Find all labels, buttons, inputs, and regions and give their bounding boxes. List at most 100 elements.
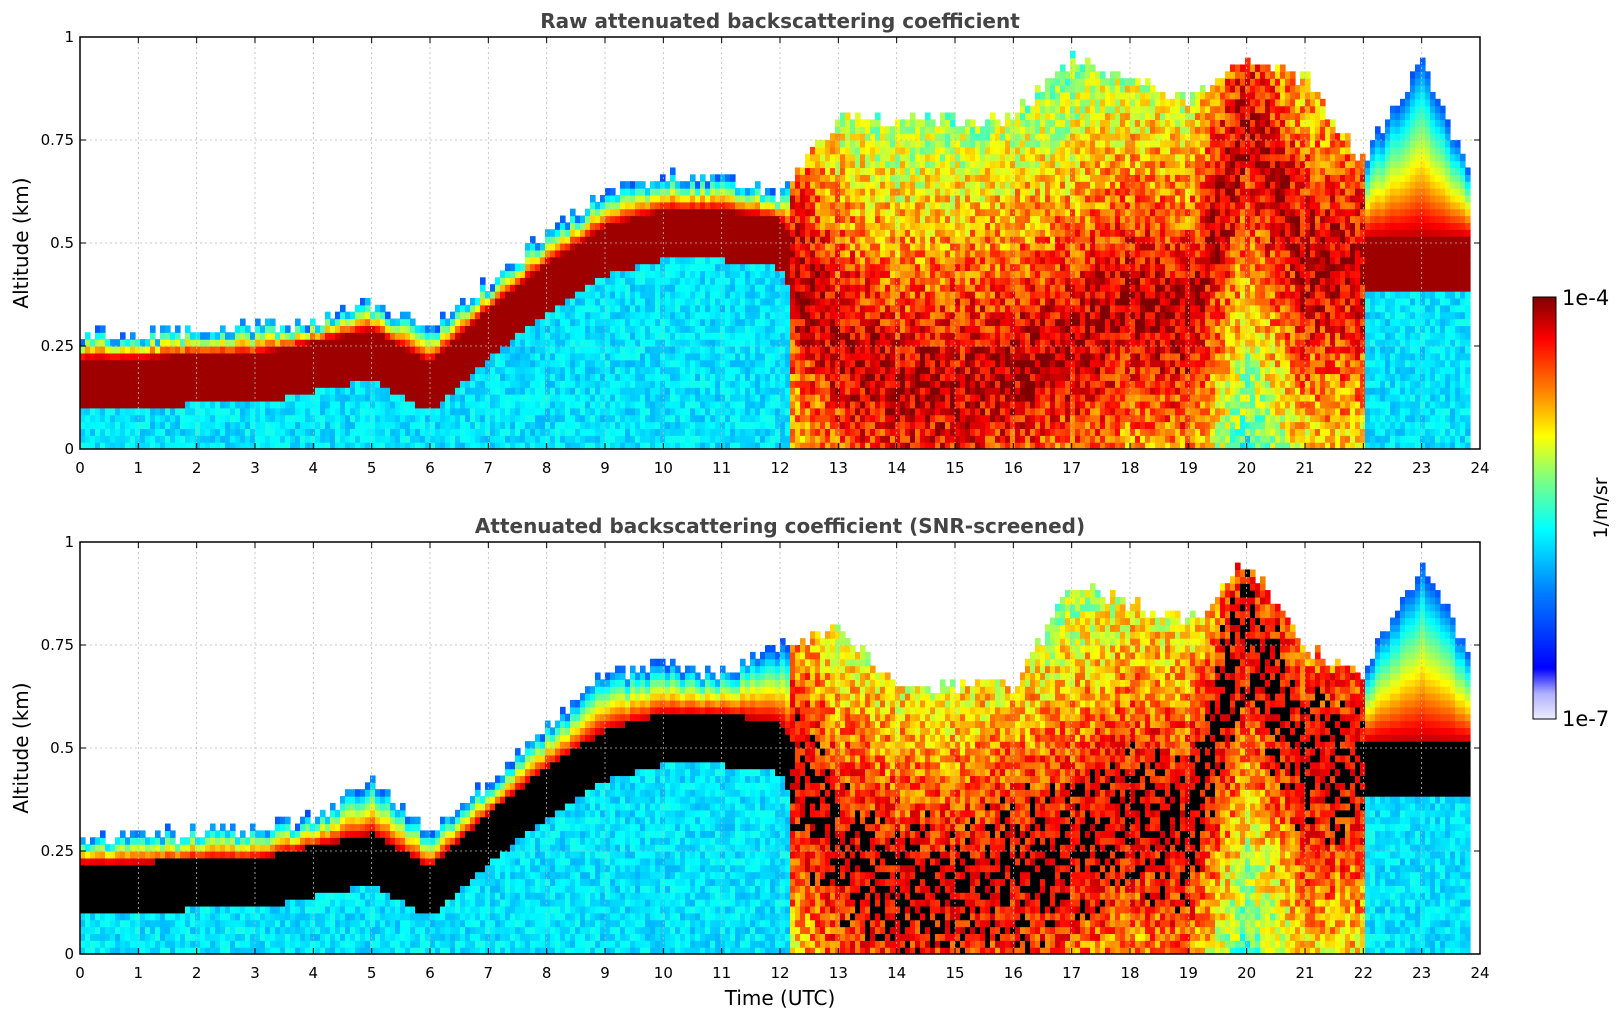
heatmap-cell [475, 407, 481, 416]
heatmap-cell [885, 194, 891, 203]
heatmap-cell [305, 325, 311, 333]
heatmap-cell [805, 291, 811, 299]
heatmap-cell [655, 352, 661, 361]
heatmap-cell [710, 428, 716, 436]
heatmap-cell [755, 325, 761, 333]
heatmap-cell [275, 352, 281, 361]
heatmap-cell [650, 236, 656, 244]
heatmap-cell [205, 442, 211, 449]
heatmap-cell [685, 407, 691, 416]
heatmap-cell [350, 332, 356, 340]
heatmap-cell [690, 428, 696, 436]
heatmap-cell [295, 352, 301, 361]
heatmap-cell [320, 339, 326, 347]
heatmap-cell [710, 256, 716, 265]
heatmap-cell [305, 394, 311, 402]
heatmap-cell [570, 325, 576, 333]
heatmap-cell [860, 126, 866, 134]
heatmap-cell [615, 339, 621, 347]
heatmap-cell [725, 352, 731, 361]
heatmap-cell [865, 366, 871, 375]
heatmap-cell [295, 318, 301, 326]
heatmap-cell [590, 414, 596, 423]
heatmap-cell [660, 407, 666, 416]
heatmap-cell [475, 311, 481, 320]
heatmap-cell [120, 373, 126, 381]
heatmap-cell [600, 407, 606, 416]
heatmap-cell [525, 400, 531, 409]
heatmap-cell [470, 394, 476, 402]
heatmap-cell [920, 133, 926, 141]
heatmap-cell [870, 249, 876, 258]
heatmap-cell [660, 263, 666, 272]
heatmap-cell [740, 256, 746, 265]
heatmap-cell [175, 352, 181, 361]
heatmap-cell [265, 366, 271, 375]
heatmap-cell [795, 188, 801, 196]
heatmap-cell [915, 318, 921, 326]
heatmap-cell [910, 304, 916, 313]
heatmap-cell [155, 339, 161, 347]
heatmap-cell [85, 435, 91, 443]
heatmap-cell [895, 318, 901, 326]
heatmap-cell [880, 208, 886, 217]
heatmap-cell [500, 352, 506, 361]
heatmap-cell [660, 284, 666, 292]
heatmap-cell [515, 421, 521, 429]
heatmap-cell [560, 249, 566, 258]
heatmap-cell [725, 229, 731, 237]
heatmap-cell [665, 236, 671, 244]
heatmap-cell [455, 352, 461, 361]
heatmap-cell [430, 325, 436, 333]
heatmap-cell [430, 442, 436, 449]
heatmap-cell [820, 140, 826, 148]
heatmap-cell [470, 366, 476, 375]
heatmap-cell [750, 400, 756, 409]
heatmap-cell [620, 249, 626, 258]
heatmap-cell [890, 373, 896, 381]
heatmap-cell [800, 277, 806, 285]
heatmap-cell [310, 428, 316, 436]
heatmap-cell [775, 229, 781, 237]
heatmap-cell [375, 435, 381, 443]
heatmap-cell [585, 249, 591, 258]
heatmap-cell [915, 394, 921, 402]
heatmap-cell [135, 373, 141, 381]
heatmap-cell [305, 352, 311, 361]
heatmap-cell [835, 394, 841, 402]
heatmap-cell [850, 352, 856, 361]
heatmap-cell [625, 249, 631, 258]
heatmap-cell [765, 366, 771, 375]
heatmap-cell [650, 366, 656, 375]
heatmap-cell [800, 380, 806, 388]
heatmap-cell [505, 332, 511, 340]
heatmap-cell [510, 263, 516, 272]
heatmap-cell [660, 249, 666, 258]
heatmap-cell [795, 243, 801, 251]
heatmap-cell [810, 304, 816, 313]
heatmap-cell [395, 442, 401, 449]
heatmap-cell [530, 352, 536, 361]
heatmap-cell [840, 243, 846, 251]
heatmap-cell [930, 318, 936, 326]
heatmap-cell [820, 311, 826, 320]
heatmap-cell [815, 442, 821, 449]
heatmap-cell [640, 428, 646, 436]
heatmap-cell [330, 318, 336, 326]
heatmap-cell [885, 291, 891, 299]
heatmap-cell [865, 126, 871, 134]
heatmap-cell [890, 359, 896, 368]
heatmap-cell [840, 146, 846, 155]
heatmap-cell [790, 236, 796, 244]
heatmap-cell [410, 380, 416, 388]
heatmap-cell [120, 339, 126, 347]
heatmap-cell [230, 394, 236, 402]
heatmap-cell [90, 359, 96, 368]
heatmap-cell [750, 394, 756, 402]
heatmap-cell [805, 167, 811, 175]
heatmap-cell [840, 174, 846, 182]
heatmap-cell [760, 380, 766, 388]
heatmap-cell [315, 346, 321, 354]
heatmap-cell [775, 304, 781, 313]
heatmap-cell [920, 201, 926, 210]
